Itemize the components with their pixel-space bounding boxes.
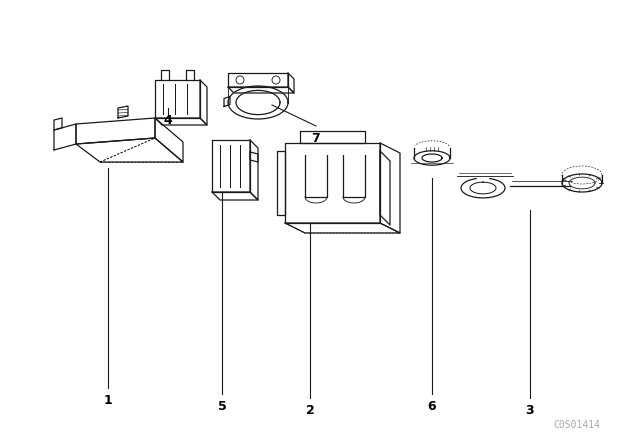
Text: 7: 7 <box>312 132 321 145</box>
Text: 6: 6 <box>428 400 436 413</box>
Text: C0S01414: C0S01414 <box>553 420 600 430</box>
Text: 1: 1 <box>104 393 113 406</box>
Text: 2: 2 <box>306 404 314 417</box>
Text: 5: 5 <box>218 400 227 413</box>
Text: 4: 4 <box>164 113 172 126</box>
Text: 3: 3 <box>525 404 534 417</box>
